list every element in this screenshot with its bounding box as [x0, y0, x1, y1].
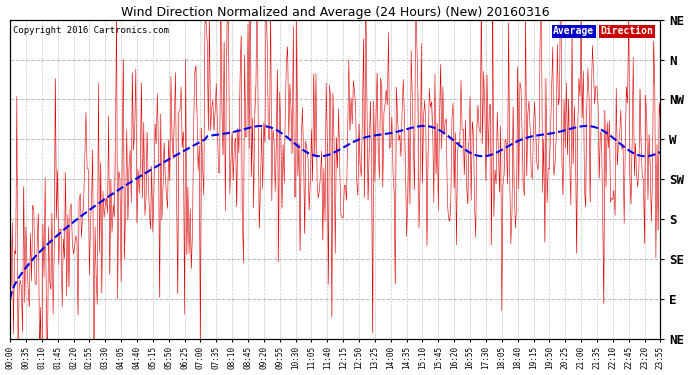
Text: Average: Average [553, 26, 594, 36]
Title: Wind Direction Normalized and Average (24 Hours) (New) 20160316: Wind Direction Normalized and Average (2… [121, 6, 549, 18]
Text: Direction: Direction [600, 26, 653, 36]
Text: Copyright 2016 Cartronics.com: Copyright 2016 Cartronics.com [13, 26, 169, 35]
